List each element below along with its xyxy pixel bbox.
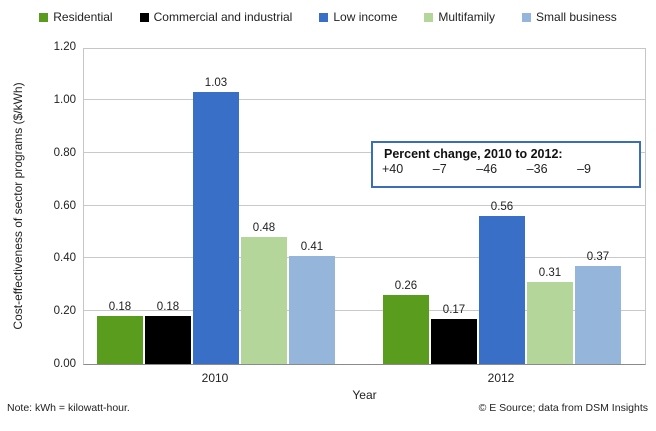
gridline [84, 151, 645, 153]
legend-color-swatch [522, 12, 532, 22]
y-tick-label: 0.20 [53, 305, 76, 318]
annotation-value: –36 [526, 162, 548, 176]
legend-item: Residential [39, 10, 113, 24]
y-tick-label: 0.60 [53, 199, 76, 212]
bar-value-label: 0.18 [108, 301, 132, 314]
bar-multifamily [527, 282, 573, 364]
plot-area: 0.18 0.18 1.03 0.48 0.41 0.26 0.17 0.56 0.31 0.37 [83, 48, 646, 365]
bar-value-label: 0.56 [490, 201, 514, 214]
y-tick-label: 1.20 [53, 41, 76, 53]
bar-low-income [193, 91, 239, 364]
legend-item: Commercial and industrial [139, 10, 293, 24]
gridline [84, 310, 645, 312]
bar-value-label: 0.37 [586, 251, 610, 264]
legend-item: Low income [319, 10, 397, 24]
bar-low-income [479, 216, 525, 364]
gridline [84, 98, 645, 100]
bar-value-label: 0.31 [538, 267, 562, 280]
category-label: 2010 [201, 371, 229, 385]
y-axis-title: Cost-effectiveness of sector programs ($… [11, 82, 25, 330]
gridline [84, 204, 645, 206]
legend: Residential Commercial and industrial Low … [0, 6, 656, 28]
legend-item: Multifamily [424, 10, 495, 24]
annotation-box: Percent change, 2010 to 2012: +40 –7 –46 –3… [371, 141, 641, 188]
bar-value-label: 0.17 [442, 304, 466, 317]
bar-commercial-and-industrial [431, 319, 477, 364]
bar-value-label: 0.41 [300, 240, 324, 253]
bar-small-business [289, 255, 335, 364]
bar-value-label: 0.18 [156, 301, 180, 314]
bar-commercial-and-industrial [145, 316, 191, 364]
bar-residential [97, 316, 143, 364]
legend-item: Small business [522, 10, 617, 24]
bar-value-label: 1.03 [204, 76, 228, 89]
bar-small-business [575, 266, 621, 364]
annotation-value: –9 [577, 162, 591, 176]
footnote: Note: kWh = kilowatt-hour. [7, 402, 130, 414]
annotation-value: –7 [432, 162, 447, 176]
source-credit: © E Source; data from DSM Insights [478, 402, 648, 414]
annotation-title: Percent change, 2010 to 2012: [384, 147, 563, 161]
legend-color-swatch [424, 12, 434, 22]
legend-color-swatch [319, 12, 329, 22]
legend-label: Small business [536, 10, 617, 24]
annotation-value: –46 [476, 162, 498, 176]
legend-color-swatch [139, 12, 149, 22]
gridline [84, 257, 645, 259]
legend-label: Multifamily [438, 10, 496, 24]
legend-label: Residential [53, 10, 113, 24]
annotation-value: +40 [382, 162, 404, 176]
category-label: 2012 [487, 371, 515, 385]
legend-label: Low income [333, 10, 398, 24]
legend-color-swatch [39, 12, 49, 22]
y-tick-label: 1.00 [53, 93, 76, 106]
legend-label: Commercial and industrial [153, 10, 293, 24]
bar-value-label: 0.26 [394, 280, 418, 293]
y-tick-label: 0.40 [53, 252, 76, 265]
y-tick-label: 0.80 [53, 146, 76, 159]
bar-multifamily [241, 237, 287, 364]
bar-value-label: 0.48 [252, 222, 276, 235]
x-axis-title: Year [352, 388, 377, 402]
bar-residential [383, 295, 429, 364]
y-tick-label: 0.00 [53, 358, 76, 370]
annotation-values: +40 –7 –46 –36 –9 [373, 162, 639, 176]
